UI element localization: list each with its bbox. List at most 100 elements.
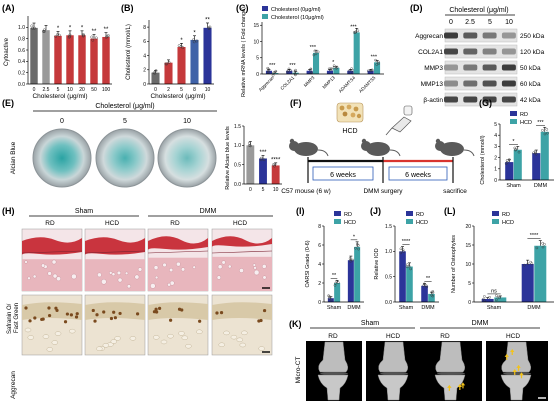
data-point [208, 25, 212, 29]
x-tick-label: 5 [57, 87, 60, 93]
data-point [425, 285, 429, 289]
marrow-space [167, 282, 171, 287]
data-point [42, 30, 45, 33]
legend-entry: HCD [502, 220, 514, 226]
x-tick-label: ADAMTS5 [358, 75, 377, 94]
data-point [30, 24, 34, 28]
bar-HCD [513, 149, 522, 180]
marrow-space [109, 271, 113, 275]
marrow-space [253, 266, 257, 270]
y-tick-label: 20 [465, 224, 471, 230]
marrow-space [153, 265, 159, 270]
data-point [267, 69, 270, 73]
bar [164, 62, 173, 84]
femur-bone [501, 341, 531, 373]
y-tick-label: 10 [253, 39, 259, 45]
y-tick-label: 1.0 [234, 143, 241, 149]
col-label-0: RD [45, 220, 55, 227]
microct-tile-2 [420, 341, 482, 401]
panel-c: (C) Relative mRNA levels ( Fold change) … [236, 3, 324, 97]
bone-space [96, 346, 103, 351]
x-tick-label: 100 [102, 87, 111, 93]
panel-l: (L) Number of Osteophytes [444, 206, 457, 293]
bar-Cholesterol (10μg/ml) [333, 67, 340, 74]
row-label-microct: Micro-CT [295, 357, 302, 384]
data-point [529, 260, 533, 264]
bar-HCD [428, 293, 435, 302]
data-point [507, 158, 511, 161]
osteophyte-arrow-icon [447, 384, 452, 391]
panel-k: (K) Sham DMM RD HCD RD HCD Micro-CT [289, 319, 548, 401]
x-tick-label: 0 [33, 87, 36, 93]
data-point [54, 35, 58, 38]
x-tick-label: 0 [154, 87, 157, 93]
y-tick-label: 4 [494, 133, 497, 139]
data-point [356, 29, 360, 33]
stain-label: Alcian Blue [10, 141, 17, 174]
row-label-safranin: Safranin O/ Fast Green [7, 302, 20, 334]
joint-space [437, 372, 465, 375]
significance-label: *** [289, 63, 296, 69]
data-point [327, 294, 330, 298]
y-tick-label: 10 [465, 262, 471, 268]
bar-Cholesterol (0μg/ml) [265, 70, 273, 74]
y-axis-label: Relative Alcian blue levels [225, 126, 231, 190]
bone-space [178, 331, 185, 336]
bone-space [102, 343, 110, 348]
stained-cell [63, 320, 68, 324]
data-point [402, 250, 405, 253]
femur-bone [378, 341, 408, 373]
y-tick-label: 6 [318, 243, 321, 249]
bone-space [27, 335, 34, 340]
data-point [94, 36, 98, 40]
bone-space [51, 340, 58, 345]
data-point [366, 69, 370, 73]
tibia-bone [377, 374, 409, 401]
data-point [262, 158, 266, 162]
data-point [293, 69, 297, 73]
osteophyte-arrow-icon [510, 349, 515, 356]
significance-label: ** [205, 17, 210, 23]
stained-cell [102, 310, 106, 314]
x-tick-label: DMM [534, 183, 548, 189]
data-point [192, 40, 196, 44]
food-label: HCD [342, 128, 357, 135]
legend-swatch [510, 119, 517, 124]
data-point [422, 284, 426, 287]
x-tick-label: 0 [249, 187, 252, 193]
bar [66, 35, 74, 84]
panel-e: (E) Cholesterol (μg/ml) 0 5 10 Alcian Bl… [2, 98, 231, 190]
significance-label: *** [371, 54, 378, 60]
blot-band [482, 96, 497, 103]
x-tick-label: MMP3 [303, 75, 316, 88]
marrow-space [56, 276, 61, 282]
y-tick-label: 0.4 [18, 59, 25, 65]
blot-row-0: Aggrecan 250 kDa [415, 28, 545, 43]
chart-L: Sham ns DMM **** RD HCD 0 5 10 15 20 [465, 211, 554, 311]
y-tick-label: 0 [494, 178, 497, 184]
data-point [309, 67, 313, 71]
marrow-space [125, 271, 129, 275]
blot-conc-3: 10 [505, 19, 513, 26]
stained-cell [74, 315, 79, 319]
bone-space [236, 337, 243, 342]
data-point [495, 298, 498, 302]
histology-safranin-tile-3 [211, 228, 273, 292]
blot-band [501, 96, 516, 103]
panel-label: (K) [289, 319, 302, 329]
significance-label: **** [271, 157, 281, 163]
data-point [354, 246, 357, 250]
y-tick-label: 0 [143, 82, 146, 88]
marrow-space [169, 268, 174, 273]
col-label-0: RD [328, 333, 338, 340]
osteophyte-arrow-icon [512, 369, 517, 376]
legend-swatch [334, 219, 341, 224]
marrow-space [52, 273, 58, 279]
y-tick-label: 1.0 [385, 249, 392, 255]
bar [102, 36, 110, 84]
size-label: 60 kDa [520, 81, 541, 88]
bar-HCD [334, 283, 341, 302]
bar [271, 165, 280, 184]
bar-Cholesterol (0μg/ml) [367, 70, 374, 74]
